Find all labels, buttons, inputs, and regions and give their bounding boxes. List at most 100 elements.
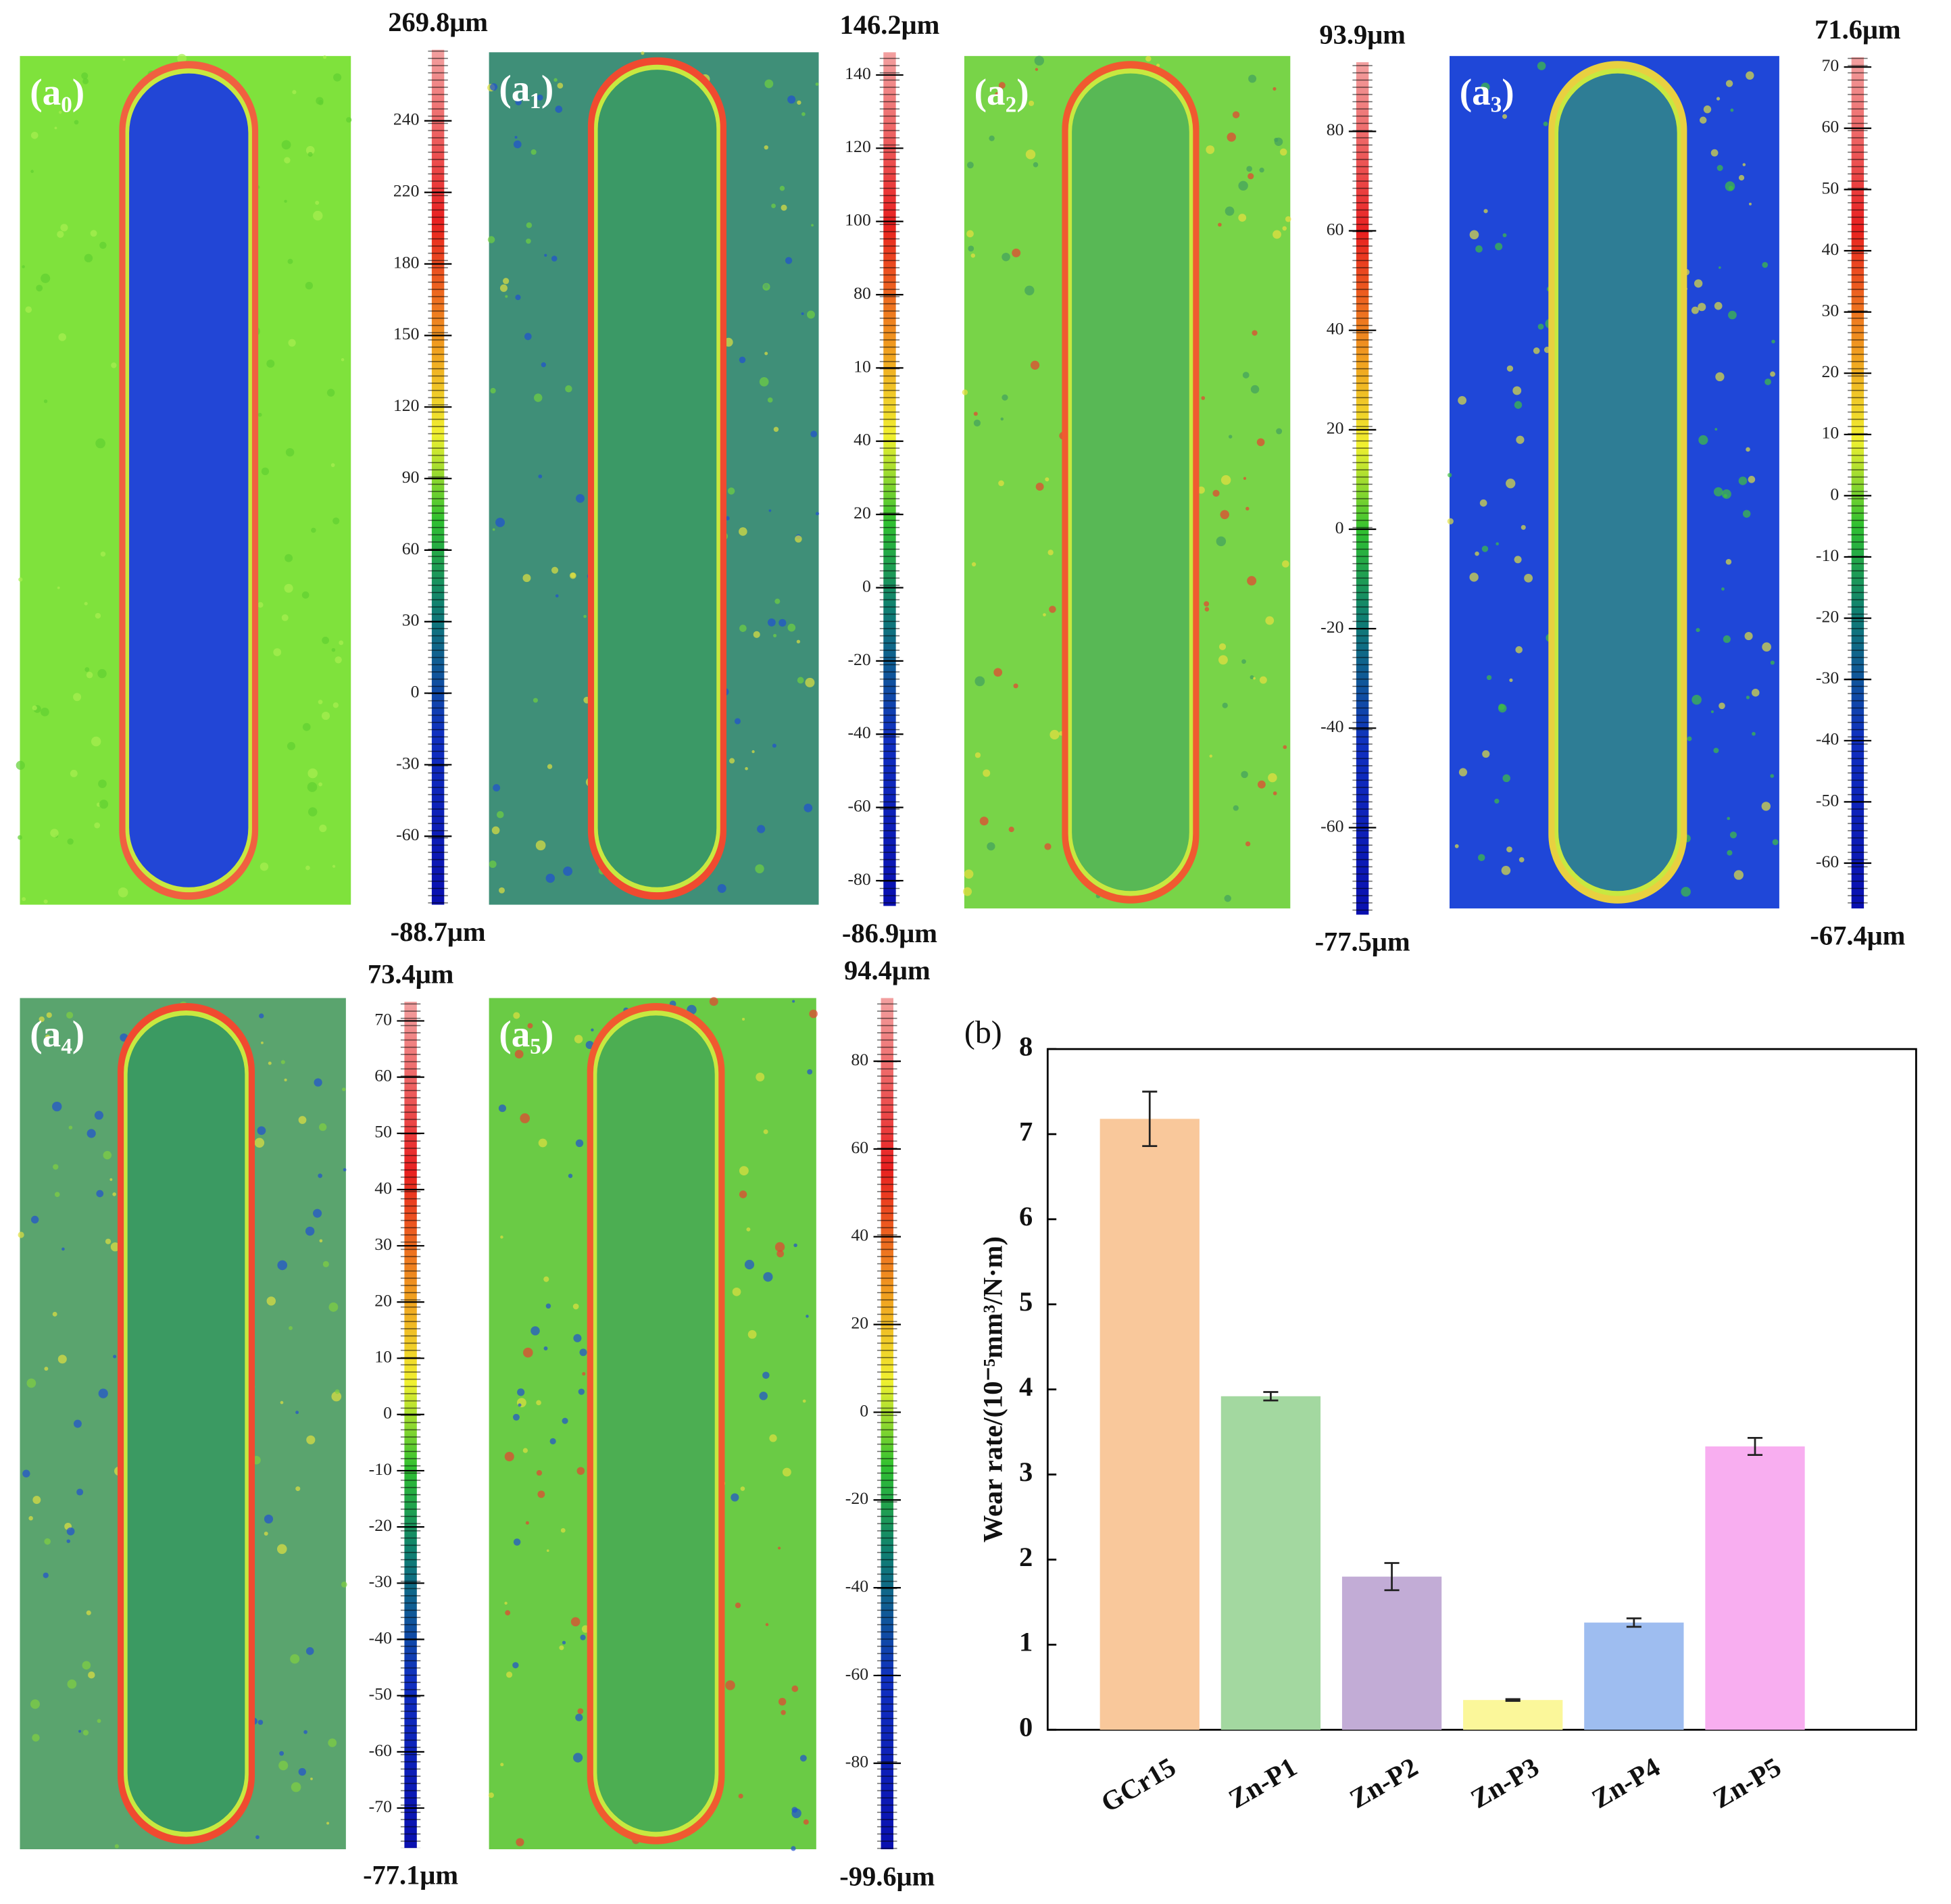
speckle: [331, 648, 336, 652]
speckle: [287, 258, 293, 264]
speckle: [1691, 695, 1702, 705]
speckle: [1495, 243, 1503, 251]
speckle: [284, 1078, 287, 1081]
color-bar-minor-ticks: [400, 1002, 421, 1849]
speckle: [555, 594, 559, 597]
speckle: [1516, 435, 1525, 444]
speckle: [266, 1296, 276, 1306]
speckle: [30, 170, 34, 173]
speckle: [514, 136, 518, 139]
speckle: [97, 668, 107, 679]
speckle: [815, 512, 820, 516]
speckle: [729, 758, 735, 764]
speckle: [1481, 545, 1489, 552]
speckle: [500, 1236, 503, 1239]
speckle: [739, 527, 747, 536]
speckle: [1738, 477, 1748, 485]
speckle: [1218, 655, 1228, 665]
speckle: [1723, 493, 1727, 498]
speckle: [530, 149, 537, 155]
speckle: [560, 1528, 566, 1533]
speckle: [772, 743, 776, 748]
speckle: [100, 551, 106, 557]
speckle: [1035, 68, 1039, 71]
speckle: [1035, 483, 1044, 491]
speckle: [1729, 831, 1737, 839]
y-axis-label: Wear rate/(10⁻⁵mm³/N·m): [977, 1236, 1008, 1542]
speckle: [974, 676, 985, 687]
speckle: [66, 1527, 75, 1536]
speckle: [771, 203, 776, 208]
speckle: [488, 1792, 494, 1799]
speckle: [1733, 870, 1744, 880]
speckle: [109, 1178, 113, 1181]
speckle: [764, 145, 768, 150]
speckle: [815, 82, 819, 86]
color-bar-tick-label: -10: [1816, 545, 1839, 565]
speckle: [490, 83, 498, 91]
color-bar-tick-label: 240: [393, 109, 420, 129]
speckle: [1694, 279, 1703, 288]
speckle: [543, 1346, 548, 1350]
speckle: [565, 385, 572, 393]
speckle: [276, 1544, 287, 1555]
speckle: [1222, 702, 1228, 708]
speckle: [1716, 97, 1721, 101]
speckle: [537, 1490, 545, 1498]
speckle: [44, 1538, 51, 1545]
speckle: [973, 419, 981, 426]
bar: [1220, 1396, 1321, 1730]
speckle: [578, 1388, 585, 1395]
color-bar-tick-label: 20: [851, 1313, 868, 1333]
speckle: [776, 1250, 784, 1258]
color-bar-tick-label: 70: [374, 1009, 392, 1029]
speckle: [795, 535, 802, 543]
speckle: [1279, 148, 1287, 156]
wear-track: [1072, 73, 1189, 892]
color-bar-tick-label: -70: [369, 1797, 392, 1816]
speckle: [1253, 677, 1256, 680]
speckle: [43, 399, 48, 404]
speckle: [301, 591, 310, 599]
speckle: [339, 640, 344, 645]
color-bar-tick-label: 40: [854, 430, 871, 449]
speckle: [791, 1846, 796, 1851]
speckle: [583, 614, 587, 618]
speckle: [1727, 850, 1733, 856]
speckle: [311, 527, 316, 533]
speckle: [30, 1215, 39, 1224]
speckle: [1206, 145, 1215, 154]
color-bar-tick-label: 80: [1327, 120, 1344, 139]
speckle: [968, 245, 974, 252]
speckle: [1224, 895, 1231, 902]
speckle: [1718, 266, 1721, 269]
speckle: [313, 1209, 322, 1218]
speckle: [746, 1227, 751, 1231]
speckle: [95, 438, 105, 449]
speckle: [576, 493, 585, 503]
speckle: [549, 1438, 556, 1444]
speckle: [962, 389, 968, 395]
speckle: [762, 1371, 770, 1379]
speckle: [966, 230, 974, 238]
speckle: [318, 782, 322, 787]
speckle: [778, 1698, 787, 1706]
color-bar-minor-ticks: [1352, 62, 1373, 915]
speckle: [318, 1123, 327, 1131]
color-bar-tick-label: 220: [393, 181, 420, 201]
speckle: [545, 873, 555, 883]
speckle: [1486, 675, 1492, 681]
speckle: [26, 1378, 36, 1388]
speckle: [1024, 285, 1035, 295]
bar: [1705, 1446, 1805, 1730]
speckle: [305, 145, 315, 155]
speckle: [767, 618, 776, 627]
speckle: [1715, 372, 1725, 382]
speckle: [60, 224, 68, 232]
speckle: [526, 222, 533, 228]
speckle: [490, 387, 496, 394]
speckle: [22, 265, 25, 268]
speckle: [735, 1602, 741, 1609]
speckle: [1012, 248, 1021, 258]
speckle: [346, 117, 352, 123]
